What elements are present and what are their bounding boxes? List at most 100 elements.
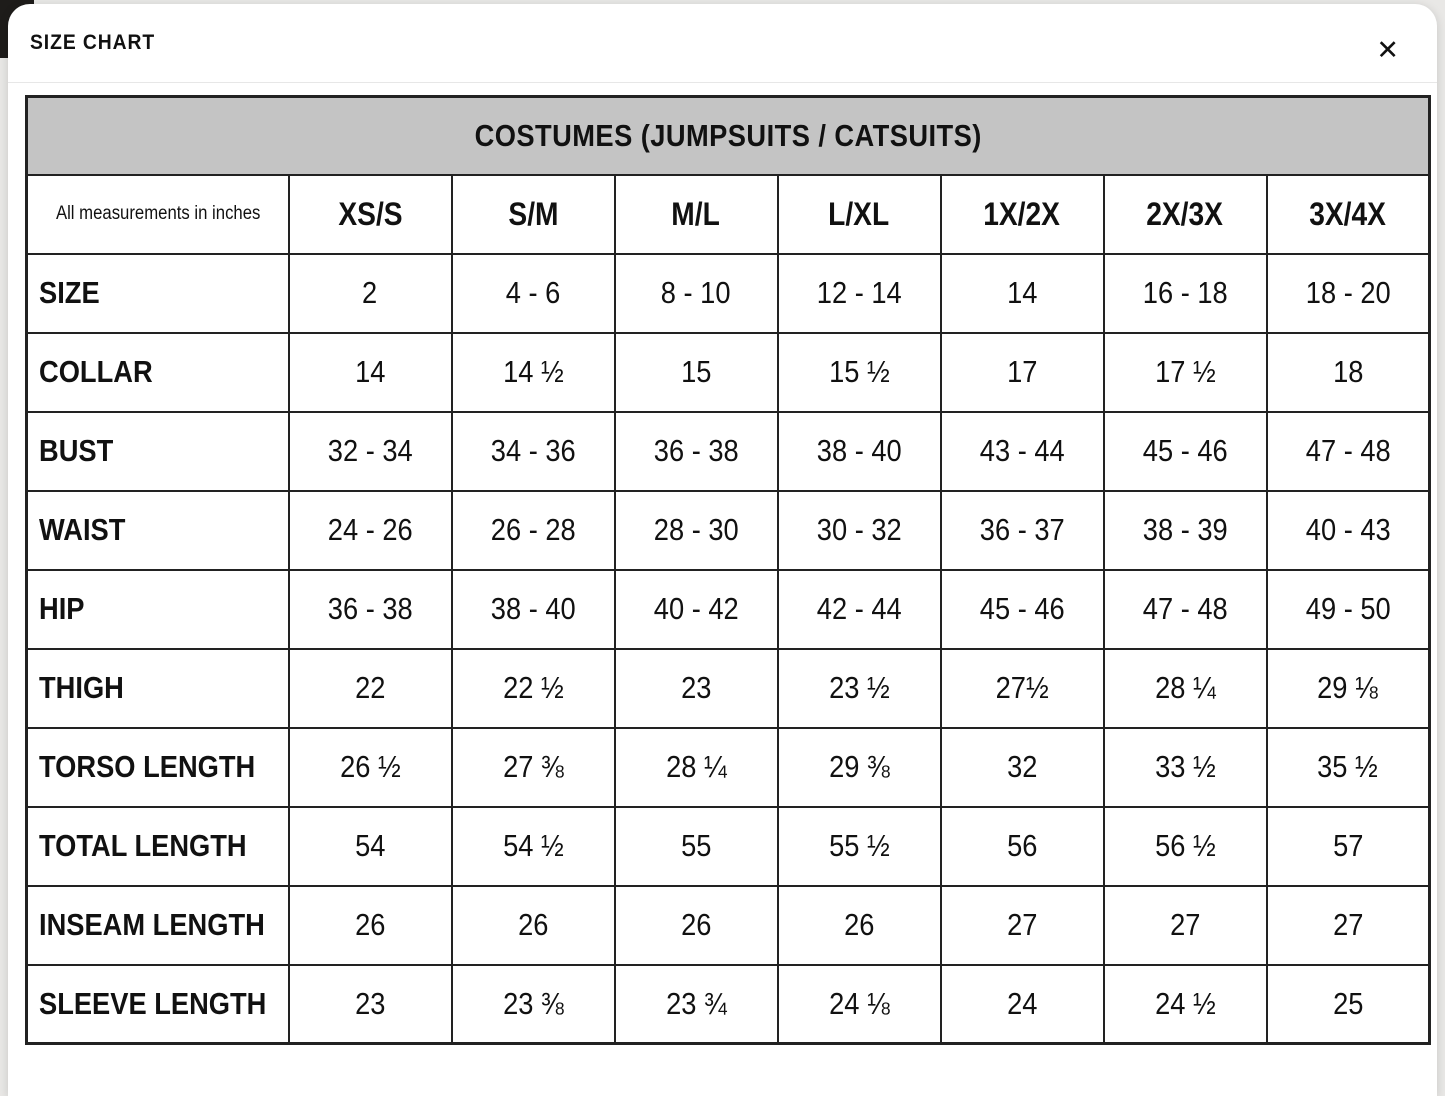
measurement-cell: 22 [287,647,453,729]
measurement-cell: 17 [939,331,1105,413]
size-table: COSTUMES (JUMPSUITS / CATSUITS) All measu… [25,95,1432,1045]
measurement-cell: 27 [1265,884,1431,966]
measurement-cell: 47 - 48 [1102,568,1268,650]
measurement-cell: 14 ½ [450,331,616,413]
measurement-cell: 12 - 14 [776,252,942,334]
table-row: SLEEVE LENGTH 23 23 ⅜ 23 ¾ 24 ⅛ 24 24 ½ 25 [25,963,1431,1045]
measurement-cell: 26 [776,884,942,966]
measurement-cell: 55 [613,805,779,887]
corner-note: All measurements in inches [25,173,290,255]
table-row: WAIST 24 - 26 26 - 28 28 - 30 30 - 32 36 - 37… [25,489,1431,571]
row-label: TOTAL LENGTH [25,805,290,887]
measurement-cell: 2 [287,252,453,334]
measurement-cell: 16 - 18 [1102,252,1268,334]
measurement-cell: 23 [287,963,453,1045]
measurement-cell: 17 ½ [1102,331,1268,413]
table-row: THIGH 22 22 ½ 23 23 ½ 27½ 28 ¼ 29 ⅛ [25,647,1431,729]
measurement-cell: 15 [613,331,779,413]
size-chart-modal: SIZE CHART ✕ COSTUMES (JUMPSUITS / CATSU… [8,4,1437,1096]
measurement-cell: 29 ⅜ [776,726,942,808]
row-label: SLEEVE LENGTH [25,963,290,1045]
measurement-cell: 55 ½ [776,805,942,887]
measurement-cell: 23 ⅜ [450,963,616,1045]
table-row: TORSO LENGTH 26 ½ 27 ⅜ 28 ¼ 29 ⅜ 32 33 ½ 35 ½ [25,726,1431,808]
row-label: COLLAR [25,331,290,413]
column-header: L/XL [776,173,942,255]
measurement-cell: 47 - 48 [1265,410,1431,492]
measurement-cell: 24 - 26 [287,489,453,571]
measurement-cell: 54 [287,805,453,887]
measurement-cell: 4 - 6 [450,252,616,334]
column-header: M/L [613,173,779,255]
measurement-cell: 14 [287,331,453,413]
measurement-cell: 26 - 28 [450,489,616,571]
measurement-cell: 23 ½ [776,647,942,729]
column-header: 1X/2X [939,173,1105,255]
measurement-cell: 14 [939,252,1105,334]
measurement-cell: 54 ½ [450,805,616,887]
measurement-cell: 22 ½ [450,647,616,729]
measurement-cell: 32 [939,726,1105,808]
row-label: HIP [25,568,290,650]
measurement-cell: 27 [939,884,1105,966]
measurement-cell: 30 - 32 [776,489,942,571]
table-row: INSEAM LENGTH 26 26 26 26 27 27 27 [25,884,1431,966]
measurement-cell: 36 - 38 [613,410,779,492]
measurement-cell: 38 - 40 [776,410,942,492]
measurement-cell: 32 - 34 [287,410,453,492]
measurement-cell: 25 [1265,963,1431,1045]
measurement-cell: 27½ [939,647,1105,729]
measurement-cell: 40 - 42 [613,568,779,650]
measurement-cell: 26 ½ [287,726,453,808]
measurement-cell: 34 - 36 [450,410,616,492]
measurement-cell: 38 - 40 [450,568,616,650]
column-header: 2X/3X [1102,173,1268,255]
measurement-cell: 28 - 30 [613,489,779,571]
table-row: HIP 36 - 38 38 - 40 40 - 42 42 - 44 45 - 46 47… [25,568,1431,650]
modal-title: SIZE CHART [30,31,156,54]
row-label: INSEAM LENGTH [25,884,290,966]
measurement-cell: 15 ½ [776,331,942,413]
row-label: SIZE [25,252,290,334]
row-label: WAIST [25,489,290,571]
close-button[interactable]: ✕ [1370,33,1405,68]
measurement-cell: 26 [613,884,779,966]
measurement-cell: 26 [287,884,453,966]
measurement-cell: 26 [450,884,616,966]
measurement-cell: 56 ½ [1102,805,1268,887]
column-header-row: All measurements in inches XS/S S/M M/L L/XL… [25,173,1431,255]
table-row: COLLAR 14 14 ½ 15 15 ½ 17 17 ½ 18 [25,331,1431,413]
measurement-cell: 24 [939,963,1105,1045]
measurement-cell: 43 - 44 [939,410,1105,492]
measurement-cell: 23 ¾ [613,963,779,1045]
table-title-row: COSTUMES (JUMPSUITS / CATSUITS) [25,95,1431,176]
measurement-cell: 29 ⅛ [1265,647,1431,729]
measurement-cell: 36 - 37 [939,489,1105,571]
measurement-cell: 45 - 46 [1102,410,1268,492]
measurement-cell: 24 ½ [1102,963,1268,1045]
row-label: TORSO LENGTH [25,726,290,808]
measurement-cell: 18 [1265,331,1431,413]
measurement-cell: 49 - 50 [1265,568,1431,650]
table-title: COSTUMES (JUMPSUITS / CATSUITS) [25,95,1431,176]
table-row: BUST 32 - 34 34 - 36 36 - 38 38 - 40 43 - 44 4… [25,410,1431,492]
measurement-cell: 35 ½ [1265,726,1431,808]
row-label: BUST [25,410,290,492]
measurement-cell: 56 [939,805,1105,887]
measurement-cell: 28 ¼ [1102,647,1268,729]
column-header: S/M [450,173,616,255]
table-row: TOTAL LENGTH 54 54 ½ 55 55 ½ 56 56 ½ 57 [25,805,1431,887]
modal-header: SIZE CHART ✕ [8,4,1437,83]
measurement-cell: 24 ⅛ [776,963,942,1045]
measurement-cell: 28 ¼ [613,726,779,808]
measurement-cell: 57 [1265,805,1431,887]
column-header: XS/S [287,173,453,255]
measurement-cell: 40 - 43 [1265,489,1431,571]
close-icon: ✕ [1376,34,1399,65]
measurement-cell: 33 ½ [1102,726,1268,808]
row-label: THIGH [25,647,290,729]
measurement-cell: 18 - 20 [1265,252,1431,334]
measurement-cell: 38 - 39 [1102,489,1268,571]
measurement-cell: 42 - 44 [776,568,942,650]
